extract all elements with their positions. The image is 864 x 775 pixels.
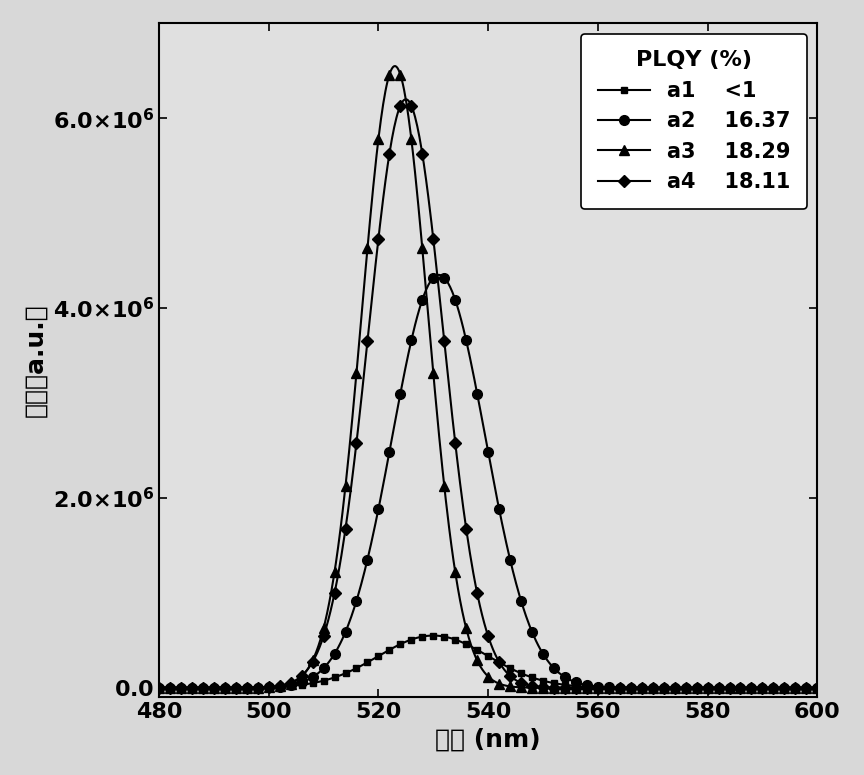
Y-axis label: 强度（a.u.）: 强度（a.u.） bbox=[23, 304, 48, 417]
Legend: a1    <1, a2    16.37, a3    18.29, a4    18.11: a1 <1, a2 16.37, a3 18.29, a4 18.11 bbox=[581, 34, 807, 208]
X-axis label: 波长 (nm): 波长 (nm) bbox=[435, 728, 541, 752]
